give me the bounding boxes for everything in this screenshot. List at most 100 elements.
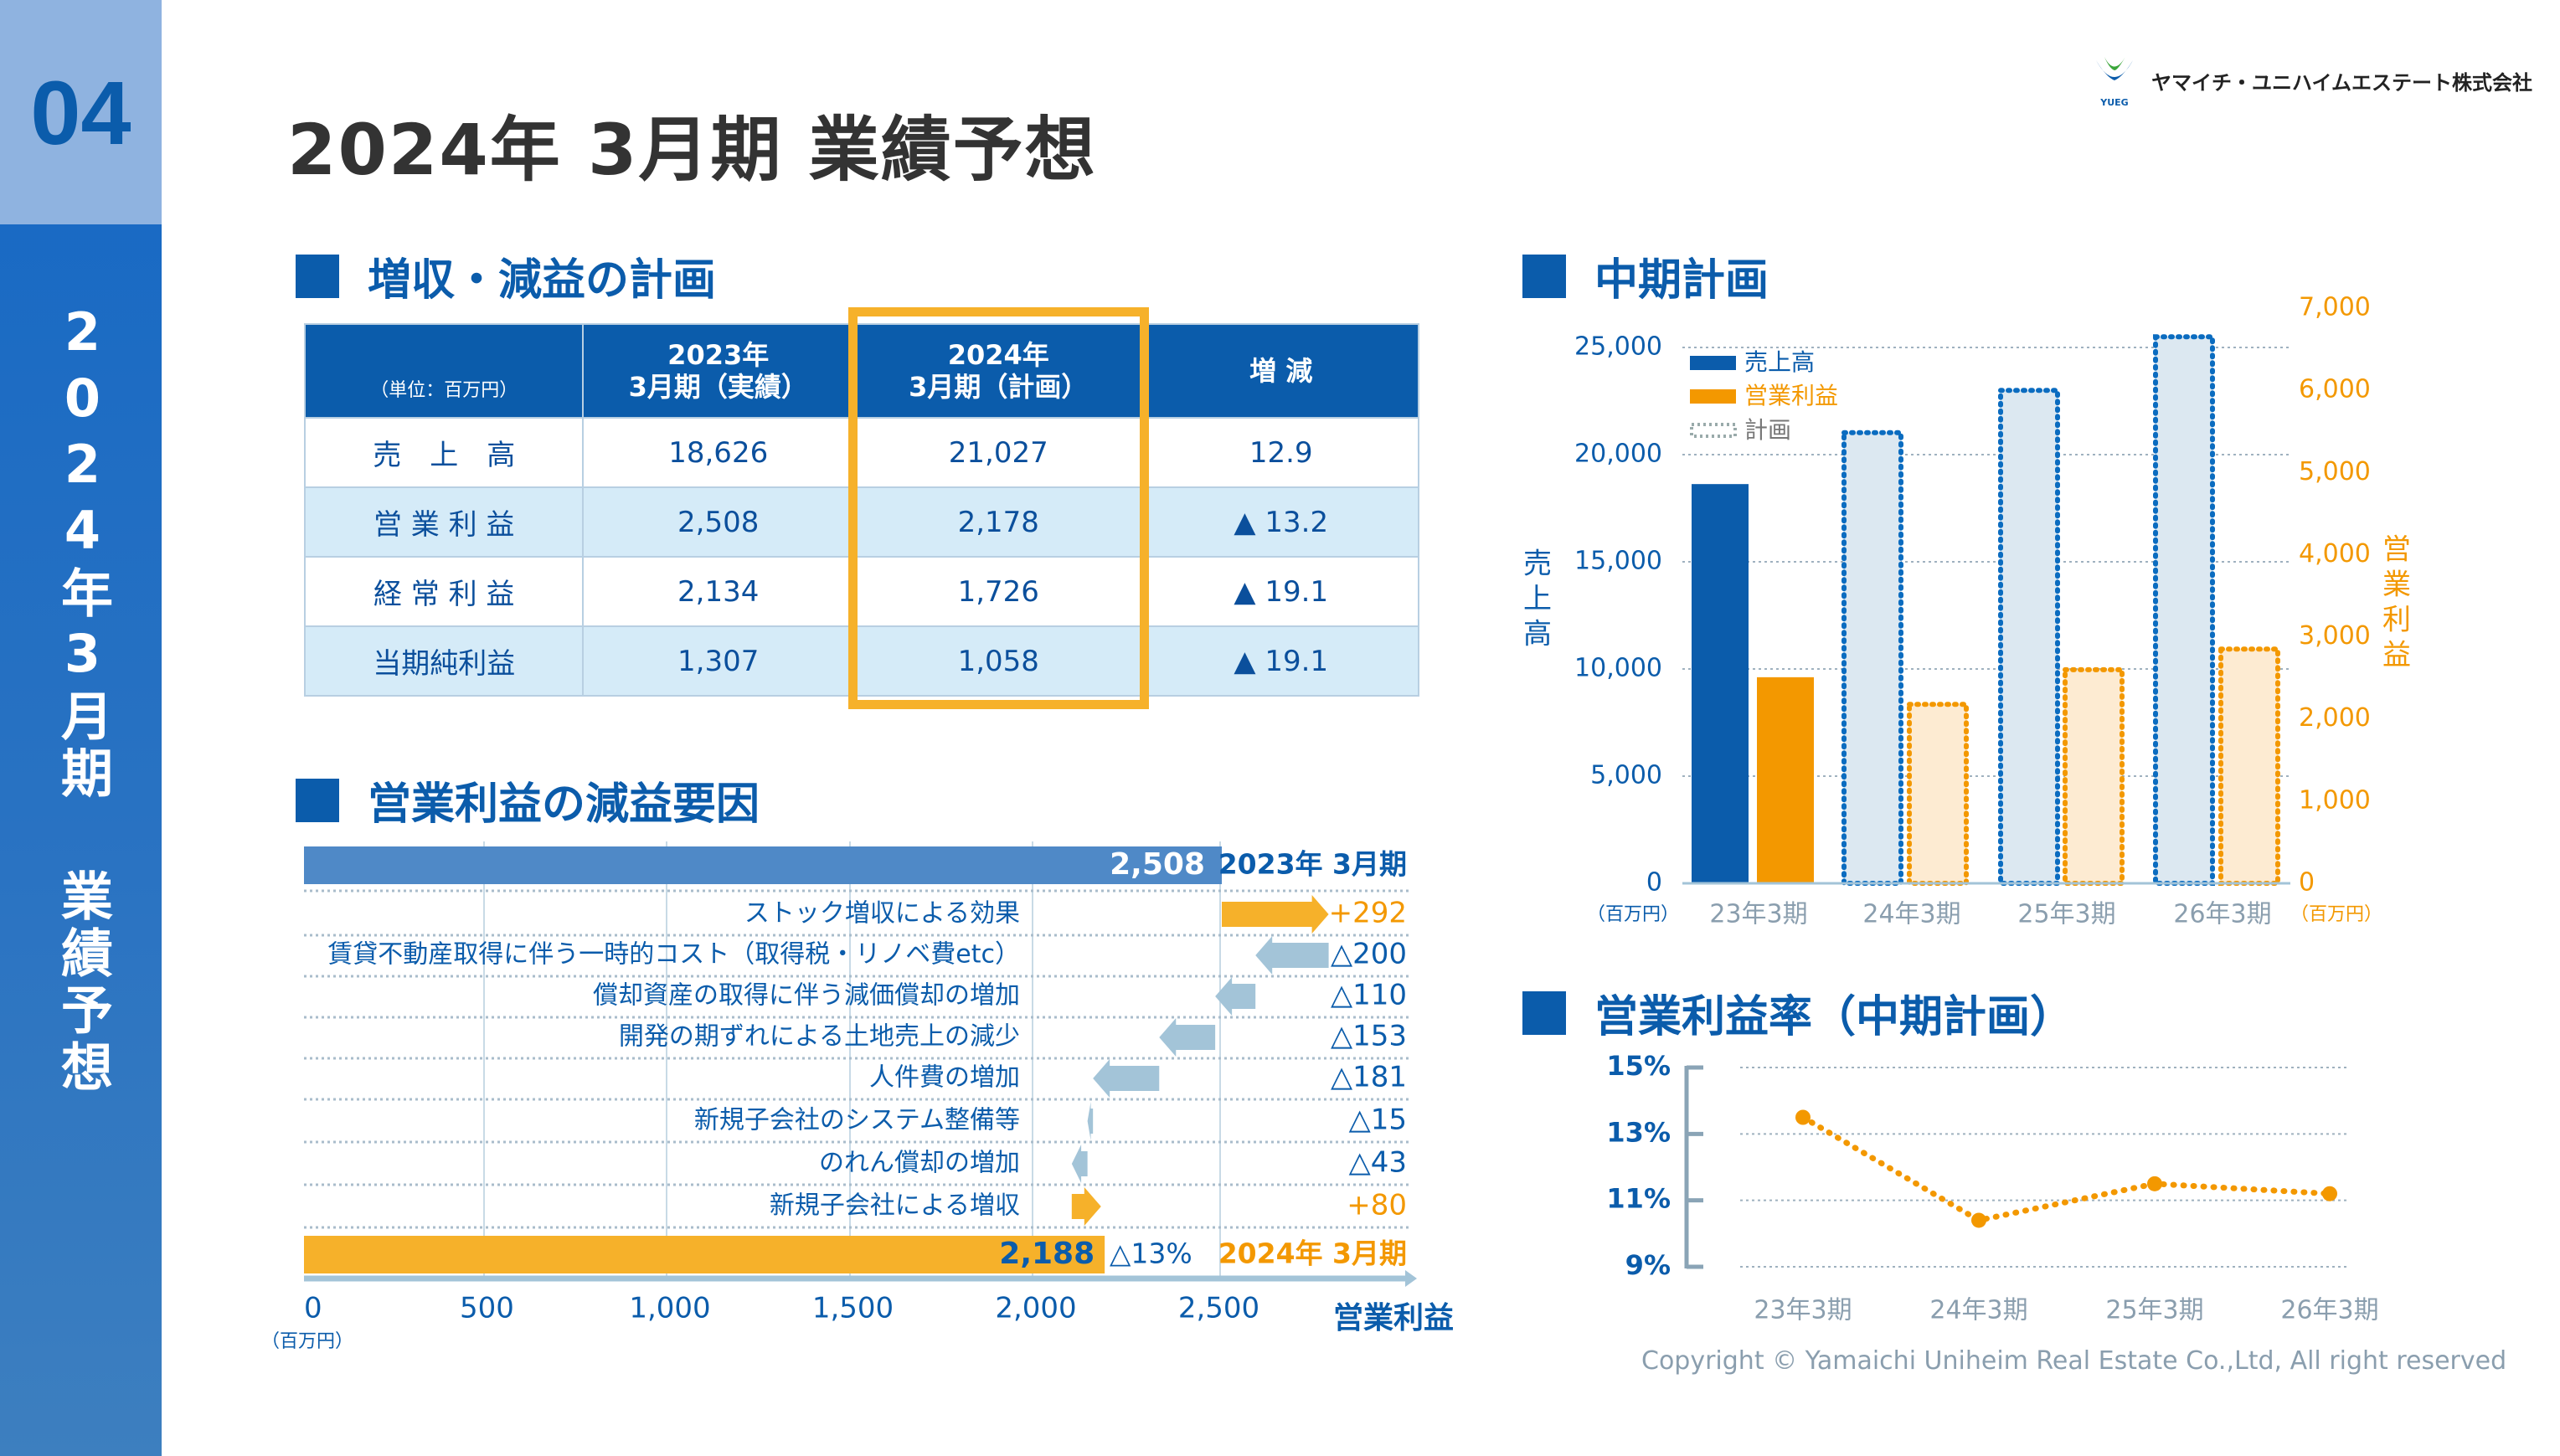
operating-income-bar <box>1907 702 1969 887</box>
right-y-tick: 4,000 <box>2299 539 2371 569</box>
company-name: ヤマイチ・ユニハイムエステート株式会社 <box>2151 70 2533 95</box>
right-y-tick: 1,000 <box>2299 785 2371 815</box>
decrease-arrow <box>1087 1102 1094 1140</box>
sales-bar <box>1998 388 2060 886</box>
right-axis-title: 益 <box>2382 639 2411 672</box>
category-label: 24年3期 <box>1862 900 1960 929</box>
heading-text: 中期計画 <box>1594 255 1769 306</box>
decrease-arrow <box>1093 1059 1160 1098</box>
cell: 21,027 <box>852 417 1145 488</box>
factor-label: 新規子会社による増収 <box>770 1191 1020 1221</box>
heading-text: 増収・減益の計画 <box>368 255 717 306</box>
margin-line <box>1800 1114 2333 1224</box>
right-y-tick: 6,000 <box>2299 375 2371 404</box>
left-y-tick: 15,000 <box>1574 547 1662 576</box>
section-heading-margin: 営業利益率（中期計画） <box>1522 981 2073 1044</box>
factor-value: △15 <box>1349 1104 1407 1137</box>
x-unit-label: （百万円） <box>261 1331 353 1352</box>
left-axis-title: 上 <box>1523 583 1552 616</box>
copyright: Copyright © Yamaichi Uniheim Real Estate… <box>1641 1346 2507 1376</box>
cell: 1,307 <box>582 625 854 697</box>
section-heading-midterm: 中期計画 <box>1522 244 1769 307</box>
cell: 2,178 <box>852 486 1145 558</box>
factor-label: 開発の期ずれによる土地売上の減少 <box>619 1022 1020 1052</box>
operating-income-bar <box>2063 666 2125 886</box>
left-y-tick: 5,000 <box>1590 761 1662 790</box>
x-tick-label: 500 <box>460 1292 514 1325</box>
decrease-arrow <box>1071 1145 1088 1183</box>
y-tick-label: 15% <box>1606 1050 1671 1082</box>
cell: ▲ 19.1 <box>1142 556 1420 627</box>
factor-label: 賃貸不動産取得に伴う一時的コスト（取得税・リノベ費etc） <box>327 940 1020 970</box>
right-y-tick: 5,000 <box>2299 457 2371 486</box>
end-period-label: 2024年 3月期 <box>1218 1237 1407 1270</box>
category-label: 24年3期 <box>1929 1296 2027 1325</box>
right-y-tick: 2,000 <box>2299 703 2371 733</box>
margin-point <box>2322 1186 2337 1201</box>
sales-bar <box>1692 484 1749 883</box>
table-row: 売 上 高 18,626 21,027 12.9 <box>303 417 1420 488</box>
section-heading-factors: 営業利益の減益要因 <box>296 769 760 831</box>
factor-value: +80 <box>1347 1189 1407 1222</box>
factor-label: 新規子会社のシステム整備等 <box>694 1106 1020 1135</box>
cell: 18,626 <box>582 417 854 488</box>
margin-point <box>1971 1212 1986 1228</box>
page-title: 2024年 3月期 業績予想 <box>287 109 1097 191</box>
right-y-tick: 7,000 <box>2299 293 2371 322</box>
x-tick-label: 1,000 <box>629 1292 710 1325</box>
decrease-arrow <box>1255 936 1329 975</box>
legend-label-plan: 計画 <box>1744 416 1791 444</box>
row-label: 当期純利益 <box>303 625 585 697</box>
left-y-tick: 20,000 <box>1574 440 1662 469</box>
factor-label: ストック増収による効果 <box>744 899 1020 929</box>
company-logo: YUEG ヤマイチ・ユニハイムエステート株式会社 <box>2089 52 2532 109</box>
category-label: 26年3期 <box>2173 900 2271 929</box>
svg-text:YUEG: YUEG <box>2099 97 2128 108</box>
cell: 2,508 <box>582 486 854 558</box>
heading-square <box>1522 254 1566 298</box>
cell: 1,726 <box>852 556 1145 627</box>
heading-square <box>1522 990 1566 1035</box>
factor-value: △200 <box>1331 938 1407 971</box>
right-axis-title: 利 <box>2382 604 2411 637</box>
legend-label-operating-income: 営業利益 <box>1744 382 1838 409</box>
right-y-tick: 3,000 <box>2299 621 2371 651</box>
unit-label: （単位：百万円） <box>303 323 585 419</box>
col-2024: 2024年 3月期（計画） <box>852 323 1145 419</box>
right-axis-title: 業 <box>2382 569 2411 602</box>
heading-square <box>296 778 339 822</box>
category-label: 23年3期 <box>1709 900 1807 929</box>
increase-arrow <box>1071 1187 1101 1226</box>
start-bar-label: 2,508 <box>1110 847 1205 882</box>
x-axis-title: 営業利益 <box>1333 1301 1454 1335</box>
factor-label: 人件費の増加 <box>869 1063 1020 1093</box>
legend-swatch-operating-income <box>1690 389 1736 404</box>
sales-bar <box>1841 430 1903 886</box>
cell: ▲ 19.1 <box>1142 625 1420 697</box>
factor-value: △153 <box>1331 1020 1407 1053</box>
table-row: 経 常 利 益 2,134 1,726 ▲ 19.1 <box>303 556 1420 627</box>
factor-value: △110 <box>1331 979 1407 1012</box>
cell: 12.9 <box>1142 417 1420 488</box>
start-bar <box>304 846 1222 884</box>
left-unit-label: （百万円） <box>1587 904 1679 925</box>
section-number: 04 <box>0 0 162 224</box>
left-y-tick: 25,000 <box>1574 332 1662 362</box>
legend-label-sales: 売上高 <box>1744 348 1815 376</box>
x-tick-label: 1,500 <box>812 1292 894 1325</box>
legend-swatch-plan <box>1690 423 1737 438</box>
table-header-row: （単位：百万円） 2023年 3月期（実績） 2024年 3月期（計画） 増 減 <box>303 323 1420 419</box>
end-bar-label: 2,188 <box>999 1237 1095 1271</box>
heading-text: 営業利益率（中期計画） <box>1594 992 2074 1042</box>
y-tick-label: 13% <box>1606 1116 1671 1148</box>
operating-income-bar <box>2218 646 2280 886</box>
sidebar <box>0 0 162 1456</box>
sales-bar <box>2153 334 2215 886</box>
margin-point <box>1795 1109 1811 1125</box>
y-tick-label: 9% <box>1625 1249 1671 1281</box>
logo-mark-icon: YUEG <box>2089 52 2140 109</box>
heading-text: 営業利益の減益要因 <box>368 779 760 830</box>
right-unit-label: （百万円） <box>2290 904 2382 925</box>
decrease-arrow <box>1159 1018 1216 1057</box>
